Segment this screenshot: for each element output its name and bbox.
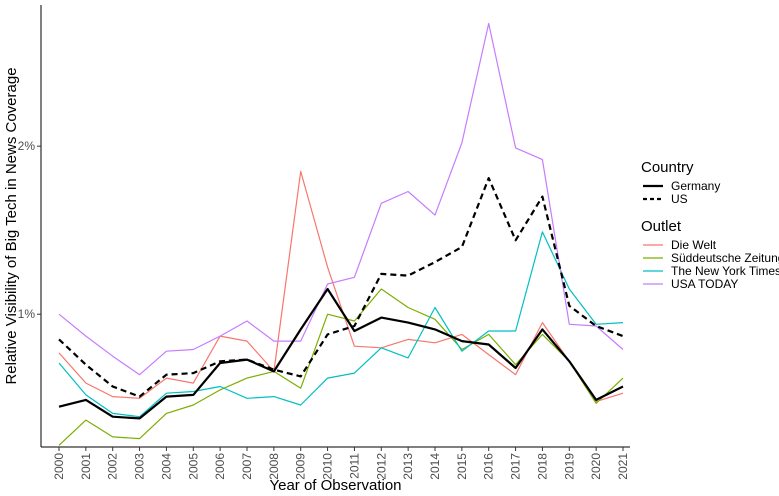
series-line-germany	[58, 287, 624, 420]
legend-label: Germany	[671, 179, 720, 193]
x-tick-label: 2017	[509, 453, 523, 480]
x-tick-label: 2008	[267, 453, 281, 480]
x-tick-label: 2000	[52, 453, 66, 480]
y-tick-label: 2%	[18, 139, 36, 153]
legend-label: US	[671, 192, 688, 206]
series-line-usa-today	[58, 22, 624, 376]
x-tick-label: 2012	[374, 453, 388, 480]
x-tick-label: 2004	[159, 453, 173, 480]
x-tick-label: 2018	[535, 453, 549, 480]
x-axis-title: Year of Observation	[269, 477, 401, 494]
x-tick-label: 2020	[589, 453, 603, 480]
x-tick-label: 2011	[347, 453, 361, 479]
x-tick-label: 2001	[79, 453, 93, 480]
x-tick-label: 2010	[321, 453, 335, 480]
x-axis-ticks: 2000 2001 2002 2003 2004 2005 2006 2007 2008 2009…	[52, 447, 630, 480]
series-line-the-new-york-times	[58, 231, 624, 418]
x-tick-label: 2014	[428, 453, 442, 480]
x-tick-label: 2016	[482, 453, 496, 480]
legend-label: The New York Times	[671, 264, 779, 278]
series-layer	[58, 22, 624, 446]
x-tick-label: 2006	[213, 453, 227, 480]
legend-label: Süddeutsche Zeitung	[671, 251, 779, 265]
legend-label: USA TODAY	[671, 277, 738, 291]
y-axis-ticks: 1% 2%	[18, 139, 41, 321]
x-tick-label: 2007	[240, 453, 254, 480]
x-tick-label: 2009	[294, 453, 308, 480]
legend-title: Outlet	[641, 218, 682, 235]
y-tick-label: 1%	[18, 307, 36, 321]
x-tick-label: 2005	[186, 453, 200, 480]
legend-label: Die Welt	[671, 238, 717, 252]
x-tick-label: 2019	[562, 453, 576, 480]
x-tick-label: 2015	[455, 453, 469, 480]
legend-title: Country	[641, 159, 694, 176]
x-tick-label: 2021	[616, 453, 630, 480]
x-tick-label: 2003	[133, 453, 147, 480]
x-tick-label: 2002	[106, 453, 120, 480]
y-axis-title: Relative Visibility of Big Tech in News …	[3, 67, 20, 384]
x-tick-label: 2013	[401, 453, 415, 480]
